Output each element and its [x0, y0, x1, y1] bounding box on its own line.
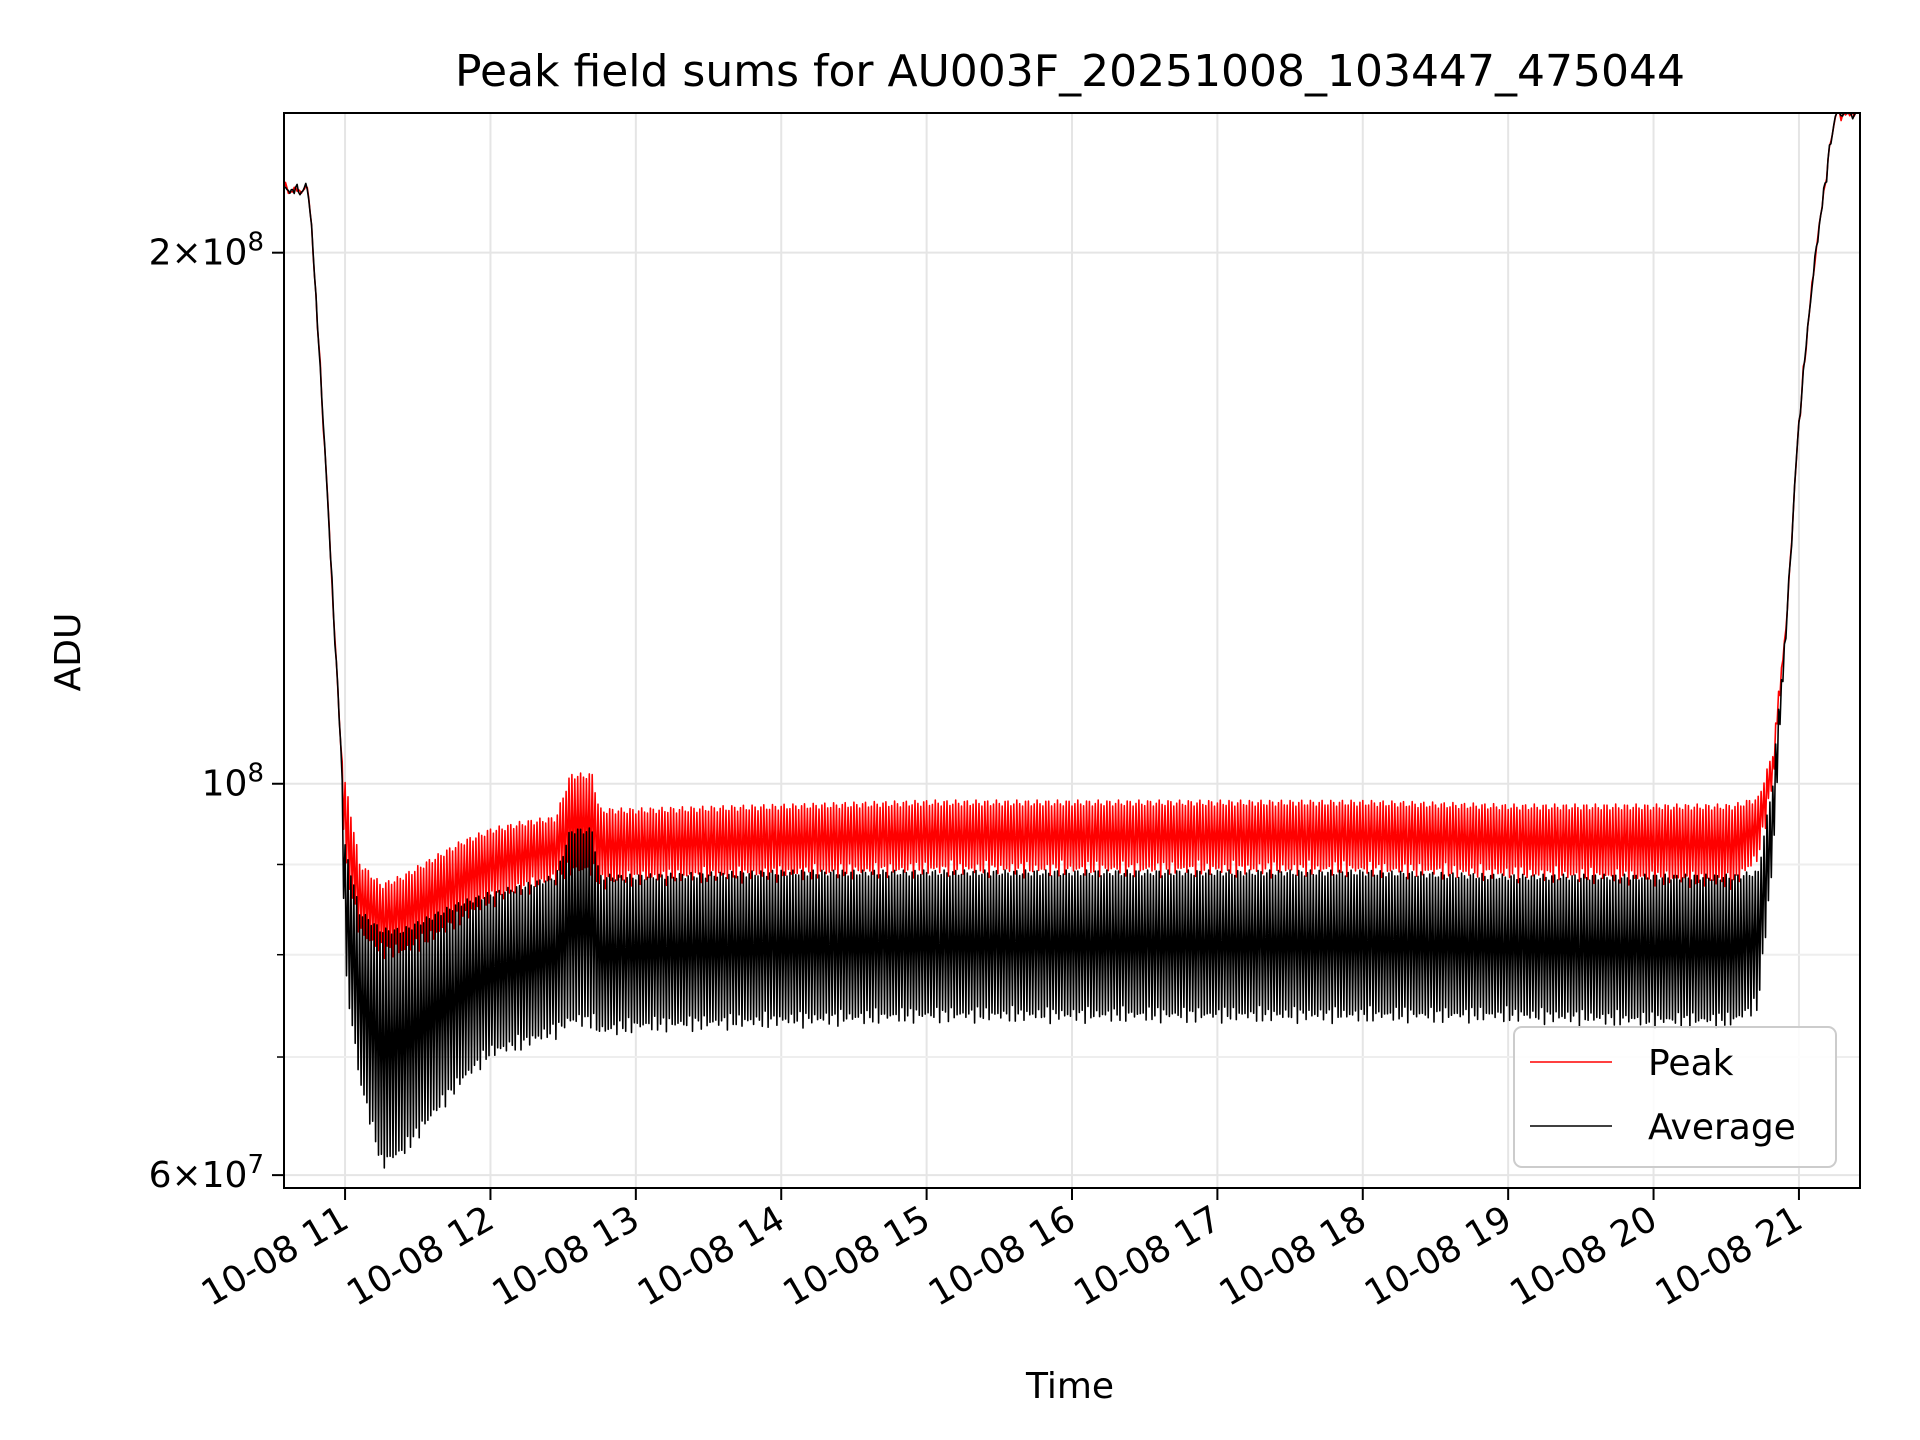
average-series-line [283, 112, 1860, 1169]
legend-peak-label: Peak [1648, 1043, 1734, 1084]
y-tick-label: 108 [202, 759, 264, 805]
chart-title: Peak field sums for AU003F_20251008_1034… [455, 46, 1685, 97]
y-axis-ticks: 6×107 108 2×108 [149, 228, 284, 1196]
y-tick-label: 2×108 [149, 228, 264, 274]
x-axis-label: Time [1025, 1366, 1114, 1407]
y-axis-label: ADU [48, 613, 89, 692]
legend: Peak Average [1513, 1026, 1837, 1168]
legend-average-label: Average [1648, 1107, 1796, 1148]
peak-series-path [283, 112, 1860, 960]
peak-series-line [283, 112, 1860, 960]
y-tick-label: 6×107 [149, 1150, 264, 1196]
average-series-path [283, 112, 1860, 1169]
